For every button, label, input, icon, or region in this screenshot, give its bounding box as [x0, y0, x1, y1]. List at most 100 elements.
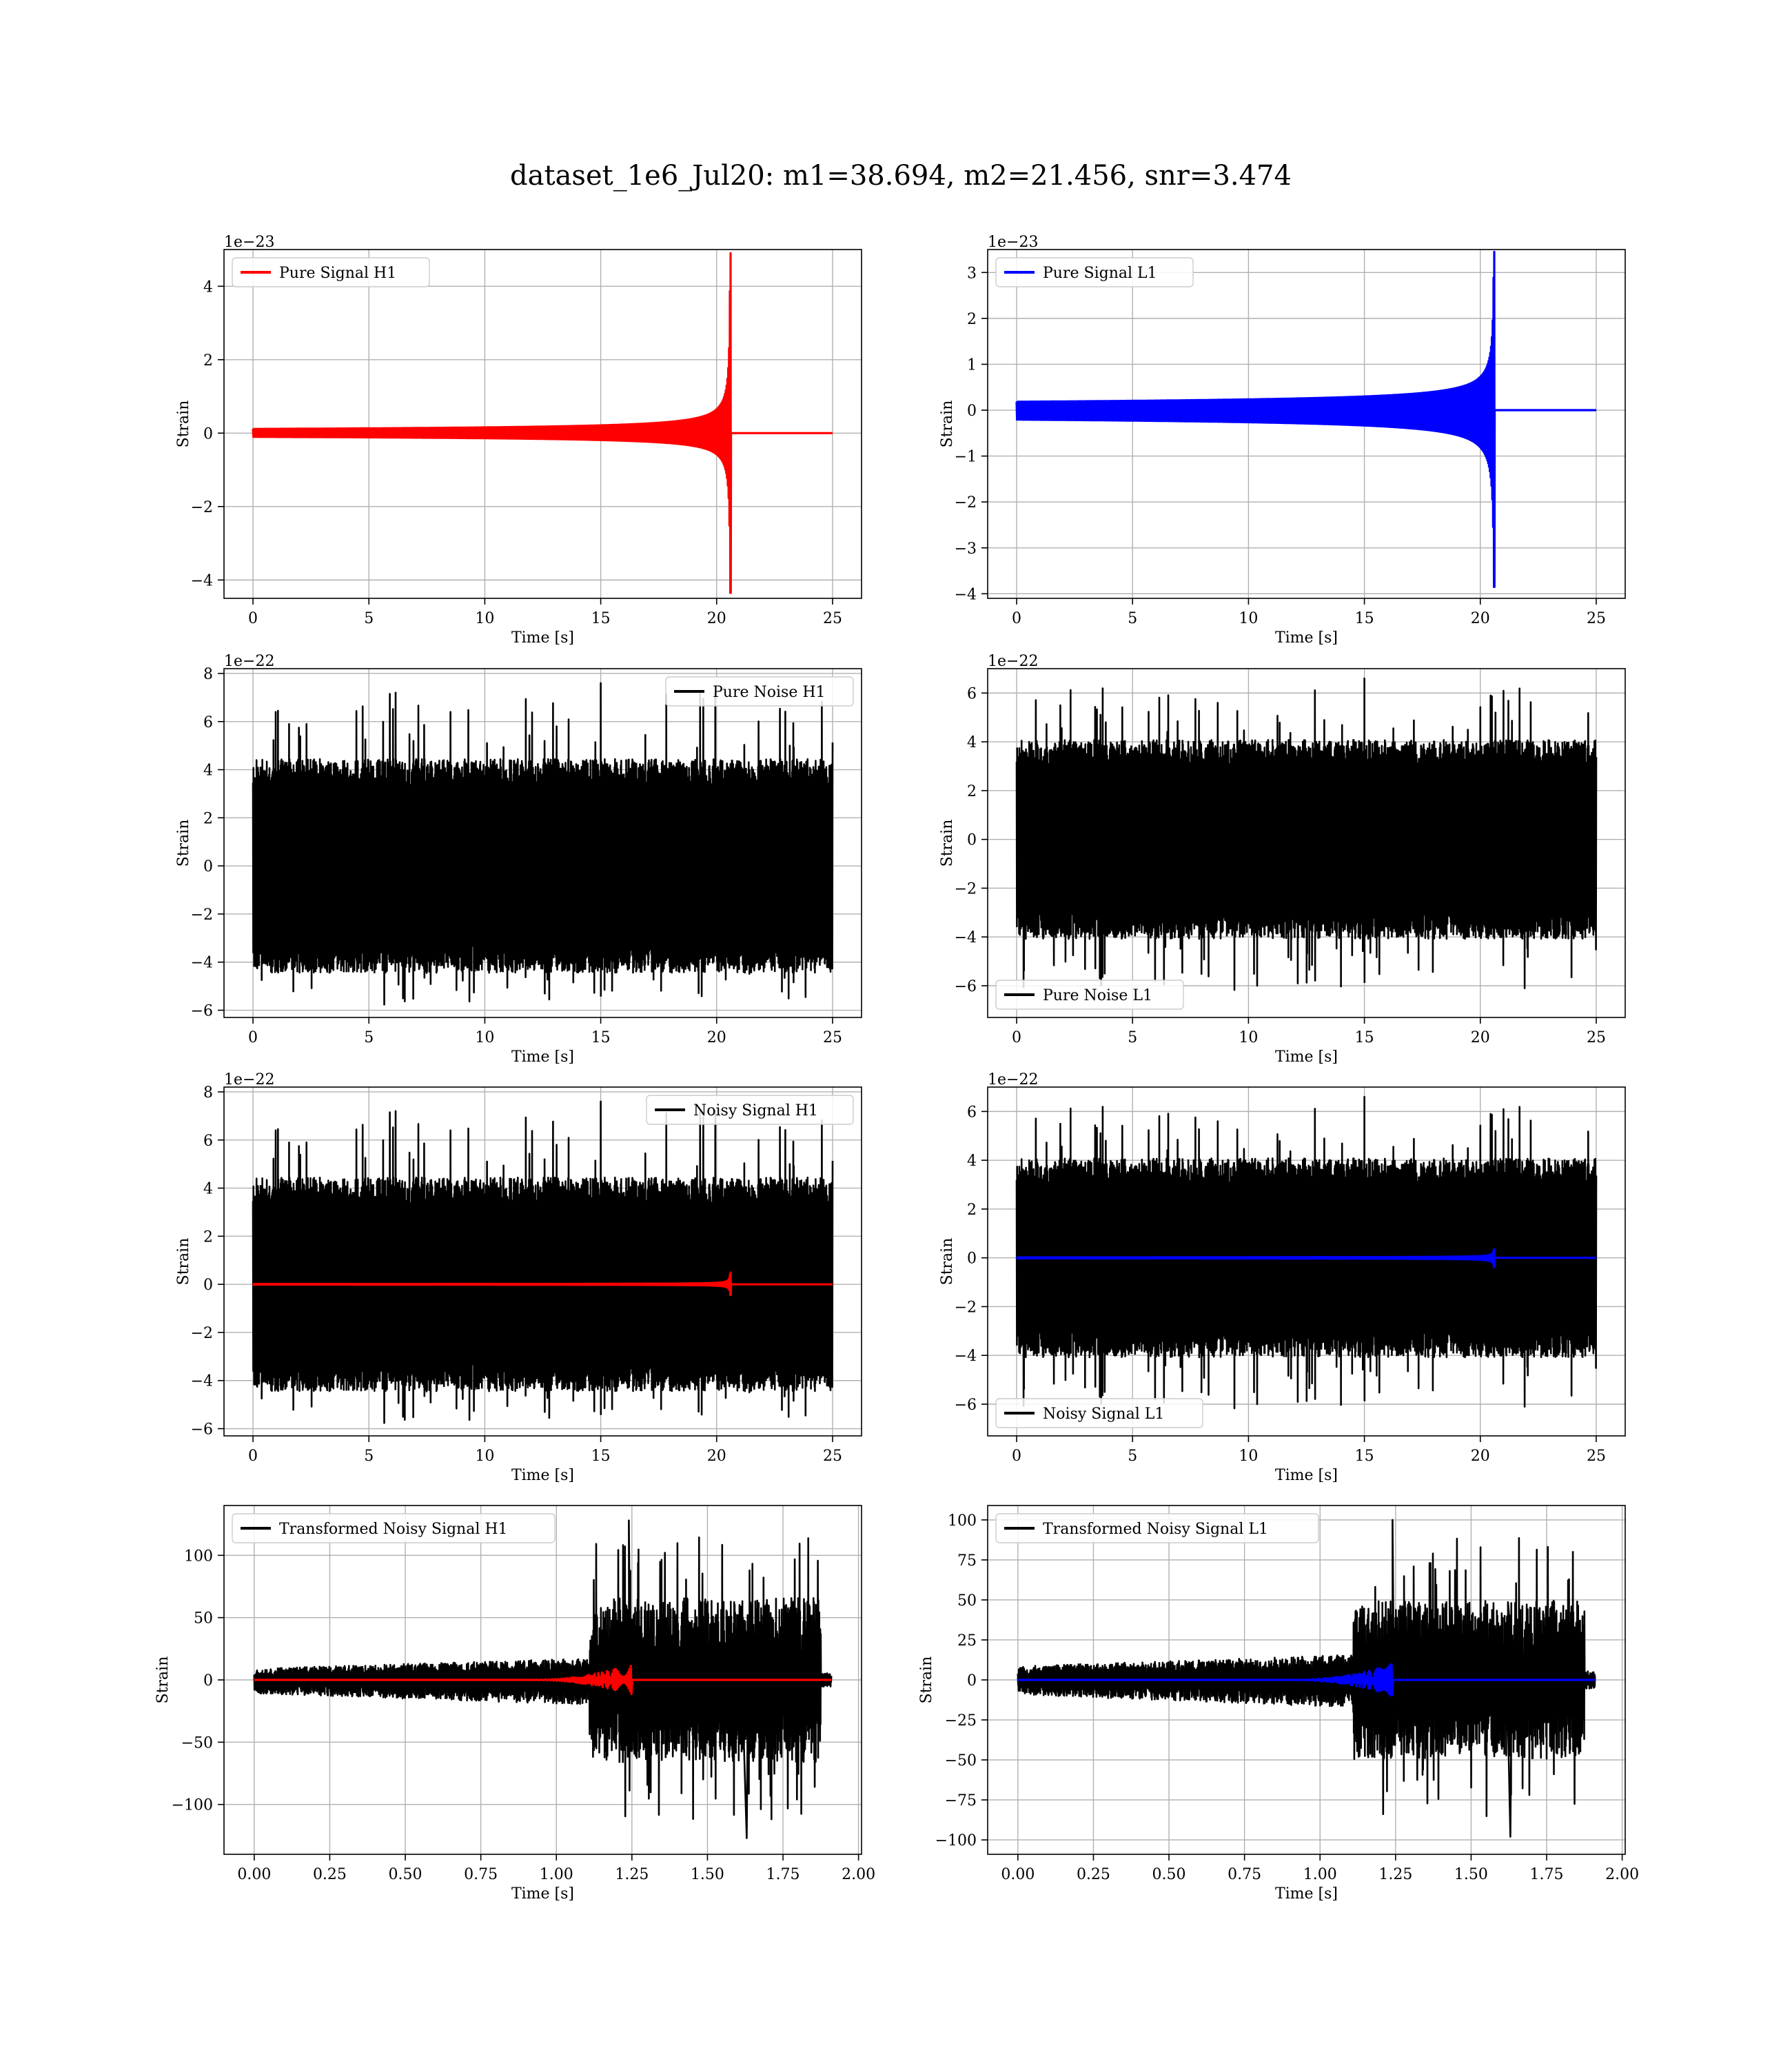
legend-box: [995, 980, 1184, 1010]
y-tick-label: −50: [181, 1734, 213, 1752]
y-tick-label: 6: [203, 1133, 213, 1150]
x-axis-label: Time [s]: [1275, 1048, 1338, 1066]
legend: Pure Noise L1: [995, 980, 1184, 1010]
y-tick-label: 4: [203, 762, 213, 780]
series-line-noise: [1015, 677, 1598, 991]
x-axis-label: Time [s]: [1275, 629, 1338, 647]
y-axis-label: Strain: [175, 820, 192, 867]
x-tick-label: 10: [475, 1029, 494, 1046]
subplot-2: 0 5 10 15 20 25 −4 −3 −2 −1 0 1 2 3 Time [s] Strain 1e−2…: [939, 234, 1626, 647]
y-axis-label: Strain: [175, 1238, 192, 1286]
legend-label: Noisy Signal H1: [693, 1102, 818, 1119]
x-tick-label: 2.00: [842, 1866, 875, 1883]
y-tick-label: 75: [957, 1552, 977, 1570]
y-tick-label: −6: [955, 978, 977, 995]
y-tick-label: 0: [203, 1672, 213, 1690]
x-tick-label: 25: [823, 610, 842, 627]
legend-box: [995, 1513, 1319, 1543]
x-tick-label: 5: [364, 610, 374, 627]
y-offset-text: 1e−22: [224, 1071, 274, 1088]
y-tick-label: −4: [955, 1348, 977, 1365]
y-tick-label: −4: [955, 929, 977, 946]
legend-box: [646, 1095, 854, 1125]
axes-frame: [987, 668, 1626, 1018]
x-tick-label: 1.25: [1378, 1866, 1412, 1883]
legend: Pure Signal H1: [232, 257, 430, 287]
legend: Transformed Noisy Signal L1: [995, 1513, 1319, 1543]
x-tick-label: 10: [1239, 610, 1258, 627]
y-tick-label: 4: [203, 278, 213, 296]
figure-title: dataset_1e6_Jul20: m1=38.694, m2=21.456,…: [510, 160, 1292, 192]
x-axis-label: Time [s]: [511, 1467, 574, 1484]
y-tick-label: −50: [945, 1752, 977, 1770]
x-tick-label: 1.25: [615, 1866, 649, 1883]
y-tick-label: 6: [203, 714, 213, 731]
subplot-7: 0.00 0.25 0.50 0.75 1.00 1.25 1.50 1.75 2.00 −100…: [154, 1505, 875, 1903]
x-tick-label: 15: [1355, 1448, 1374, 1465]
y-tick-label: 4: [203, 1181, 213, 1198]
x-tick-label: 25: [1587, 610, 1606, 627]
x-axis-label: Time [s]: [1275, 1885, 1338, 1903]
y-tick-label: −6: [191, 1003, 213, 1020]
y-tick-label: 2: [203, 352, 213, 369]
series-line-tchirp: [1017, 1663, 1596, 1696]
y-axis-label: Strain: [154, 1656, 172, 1704]
x-tick-label: 20: [1471, 1029, 1490, 1046]
y-offset-text: 1e−22: [224, 653, 274, 670]
y-axis-label: Strain: [939, 1238, 956, 1286]
legend-box: [232, 1513, 556, 1543]
y-tick-label: 0: [967, 1672, 977, 1690]
series-line-chirp: [252, 1271, 833, 1297]
legend-box: [665, 676, 854, 707]
legend-label: Transformed Noisy Signal L1: [1043, 1521, 1268, 1538]
x-tick-label: 0: [248, 610, 258, 627]
x-tick-label: 0.75: [464, 1866, 498, 1883]
series-line-tchirp: [254, 1665, 832, 1696]
y-tick-label: −2: [955, 494, 977, 511]
legend-box: [995, 1398, 1203, 1428]
y-tick-label: 6: [967, 1104, 977, 1121]
legend: Pure Signal L1: [995, 257, 1194, 287]
x-tick-label: 0.25: [313, 1866, 347, 1883]
axes-frame: [223, 668, 862, 1018]
y-tick-label: −4: [955, 586, 977, 603]
y-tick-label: 2: [203, 810, 213, 827]
x-tick-label: 0: [248, 1448, 258, 1465]
x-tick-label: 15: [1355, 1029, 1374, 1046]
x-tick-label: 0.00: [1001, 1866, 1035, 1883]
y-offset-text: 1e−22: [988, 1071, 1038, 1088]
x-tick-label: 20: [707, 1448, 726, 1465]
x-tick-label: 5: [1128, 610, 1137, 627]
x-tick-label: 15: [1355, 610, 1374, 627]
y-tick-label: −4: [191, 955, 213, 972]
grid: [224, 250, 862, 598]
y-tick-label: −3: [955, 540, 977, 558]
y-tick-label: 2: [967, 1202, 977, 1219]
series-line-chirp: [252, 252, 833, 594]
y-tick-label: −6: [955, 1397, 977, 1414]
x-tick-label: 5: [364, 1448, 374, 1465]
y-tick-label: −2: [191, 1325, 213, 1342]
x-tick-label: 0: [1012, 1448, 1021, 1465]
x-tick-label: 0.00: [237, 1866, 271, 1883]
x-tick-label: 25: [823, 1029, 842, 1046]
x-tick-label: 1.00: [1303, 1866, 1337, 1883]
x-tick-label: 25: [1587, 1029, 1606, 1046]
y-tick-label: −2: [955, 880, 977, 898]
x-axis-label: Time [s]: [511, 1885, 574, 1903]
y-tick-label: 100: [948, 1512, 977, 1530]
series-line-noise: [252, 1100, 834, 1424]
x-tick-label: 5: [1128, 1448, 1137, 1465]
legend-box: [995, 257, 1194, 287]
y-tick-label: 0: [203, 1277, 213, 1294]
x-tick-label: 0: [1012, 1029, 1021, 1046]
x-tick-label: 10: [475, 1448, 494, 1465]
x-tick-label: 10: [1239, 1029, 1258, 1046]
y-tick-label: 50: [194, 1610, 213, 1628]
y-offset-text: 1e−23: [988, 234, 1038, 251]
y-axis-label: Strain: [175, 401, 192, 448]
legend: Noisy Signal L1: [995, 1398, 1203, 1428]
x-tick-label: 0.50: [1152, 1866, 1186, 1883]
x-tick-label: 5: [1128, 1029, 1137, 1046]
